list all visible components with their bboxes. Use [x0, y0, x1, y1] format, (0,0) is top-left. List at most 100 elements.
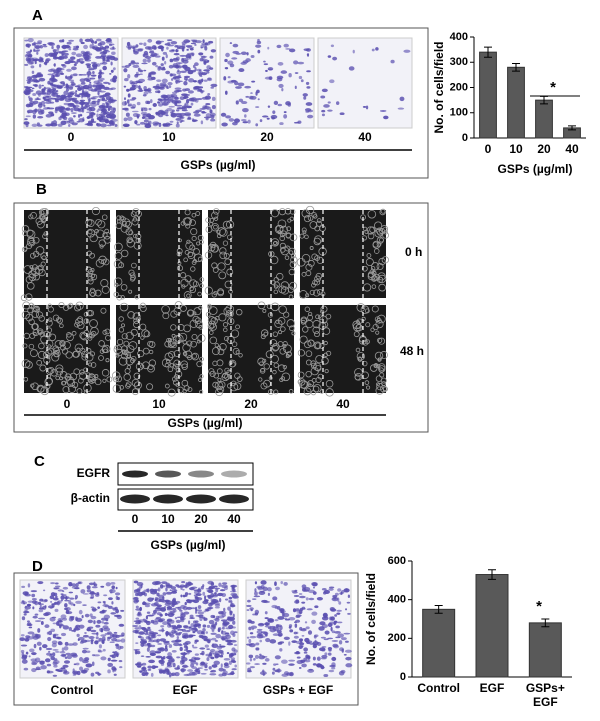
cell: [190, 615, 194, 618]
cell: [147, 588, 150, 592]
cell: [204, 79, 208, 81]
cell: [58, 57, 65, 60]
cell: [331, 44, 334, 47]
cell: [340, 112, 345, 115]
cell: [149, 50, 154, 52]
cell: [213, 616, 215, 618]
cell: [25, 592, 28, 596]
cell: [124, 118, 128, 122]
cell: [70, 93, 74, 95]
cell: [221, 631, 223, 634]
cell: [207, 78, 211, 81]
cell: [295, 86, 297, 89]
cell: [90, 78, 95, 80]
cell: [288, 660, 295, 662]
cell: [328, 101, 331, 103]
cell: [345, 663, 352, 667]
x-tick-label: EGF: [480, 681, 505, 695]
cell: [28, 55, 32, 57]
cell: [30, 65, 34, 68]
cell: [176, 64, 181, 67]
cell: [207, 93, 210, 95]
cell: [33, 75, 40, 78]
cell: [58, 109, 63, 112]
cell: [227, 616, 230, 618]
cell: [64, 600, 69, 602]
cell: [96, 620, 101, 624]
cell: [324, 617, 326, 619]
cell: [60, 651, 66, 654]
cell: [43, 44, 47, 46]
cell: [45, 123, 52, 126]
cell: [225, 115, 231, 118]
cell: [32, 71, 35, 74]
cell: [230, 42, 232, 44]
cell: [209, 586, 215, 589]
cell: [257, 630, 263, 634]
cell: [212, 105, 216, 109]
cell: [50, 98, 56, 100]
cell: [134, 590, 138, 594]
cell: [186, 650, 192, 653]
cell: [235, 53, 241, 55]
cell: [64, 669, 68, 673]
cell: [169, 620, 175, 624]
cell: [255, 647, 259, 650]
cell: [171, 113, 177, 118]
cell: [162, 79, 168, 83]
cell: [92, 43, 94, 46]
cell: [232, 620, 235, 624]
cell: [183, 96, 186, 99]
cell: [276, 663, 279, 665]
cell: [106, 38, 112, 42]
cell: [197, 630, 203, 634]
cell: [314, 605, 318, 608]
cell: [105, 618, 108, 621]
cell: [152, 121, 159, 125]
y-tick-label: 400: [388, 594, 406, 606]
cell: [111, 51, 116, 54]
cell: [28, 38, 34, 42]
cell: [225, 627, 231, 629]
cell: [87, 96, 90, 100]
cell: [156, 40, 162, 44]
cell: [112, 46, 114, 49]
cell: [199, 635, 204, 638]
cell: [328, 588, 333, 591]
cell: [124, 86, 126, 88]
cell: [158, 86, 160, 89]
cell: [61, 54, 64, 56]
cell: [60, 654, 65, 657]
cell: [254, 663, 260, 665]
cell: [231, 57, 237, 59]
cell: [279, 641, 284, 643]
cell: [174, 667, 180, 670]
cell: [136, 618, 140, 620]
cell: [31, 668, 36, 672]
cell: [166, 108, 172, 111]
cell: [39, 661, 44, 665]
cell: [88, 620, 93, 624]
cell: [208, 654, 212, 658]
y-tick-label: 400: [450, 31, 468, 43]
cell: [53, 623, 57, 625]
cell: [60, 116, 64, 118]
cell: [110, 641, 115, 643]
cell: [71, 52, 76, 56]
cell: [306, 70, 311, 72]
cell: [173, 643, 179, 646]
cell: [194, 590, 200, 594]
cell: [191, 599, 195, 601]
cell: [132, 97, 137, 100]
cell: [336, 610, 342, 612]
cell: [39, 607, 44, 609]
cell: [105, 633, 111, 635]
cell: [135, 642, 138, 644]
cell: [65, 107, 70, 110]
cell: [278, 104, 283, 107]
band: [120, 495, 150, 504]
cell: [301, 663, 307, 667]
cell: [372, 49, 375, 52]
cell: [339, 640, 342, 644]
cell: [34, 59, 38, 62]
